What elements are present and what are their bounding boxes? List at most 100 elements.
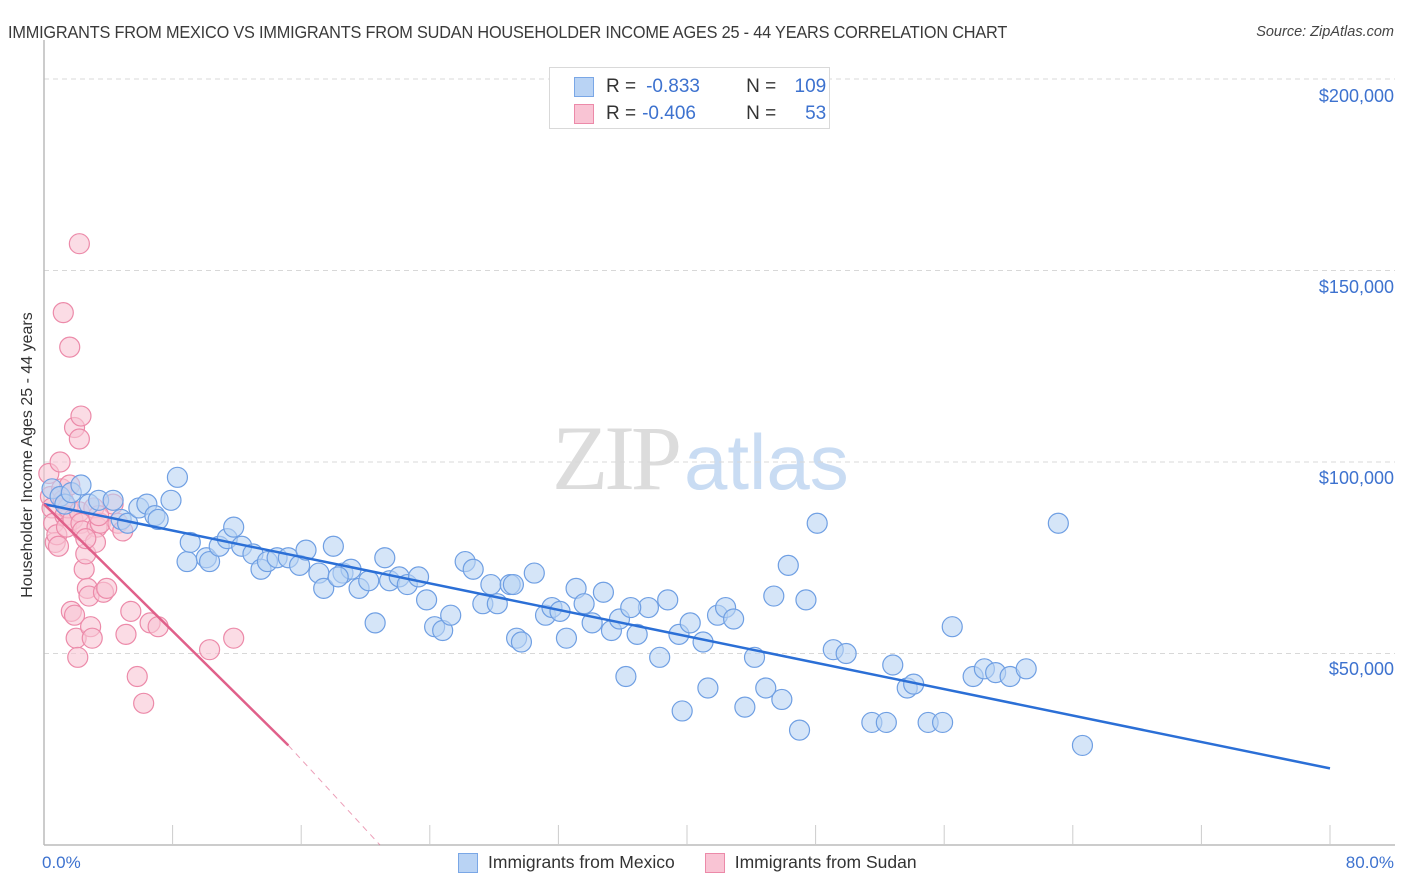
mexico-data-point: [573, 593, 595, 615]
sudan-data-point: [115, 623, 137, 645]
mexico-data-point: [295, 539, 317, 561]
mexico-data-point: [941, 616, 963, 638]
sudan-swatch-icon: [574, 104, 594, 124]
trend-lines: [43, 502, 1331, 846]
y-tick-100000: $100,000: [1318, 468, 1394, 488]
mexico-data-point: [671, 700, 693, 722]
mexico-data-point: [931, 711, 954, 734]
mexico-data-point: [795, 589, 817, 611]
chart-title: IMMIGRANTS FROM MEXICO VS IMMIGRANTS FRO…: [8, 22, 1008, 42]
sudan-data-point: [47, 535, 70, 557]
mexico-data-point: [1015, 658, 1037, 680]
mexico-data-point: [734, 696, 756, 718]
mexico-data-point: [697, 677, 719, 699]
legend-label-sudan: Immigrants from Sudan: [734, 852, 917, 872]
source-credit: Source: ZipAtlas.com: [1256, 24, 1394, 40]
r-label: R =: [606, 103, 637, 124]
gridlines: [44, 78, 1395, 654]
mexico-data-point: [327, 566, 349, 588]
sudan-data-point: [59, 336, 81, 358]
mexico-data-point: [637, 596, 660, 619]
sudan-data-point: [68, 233, 90, 255]
sudan-trend-line: [43, 503, 290, 747]
mexico-data-point: [407, 566, 430, 588]
mexico-data-point: [555, 627, 578, 649]
stats-row-sudan: R = -0.406 N = 53: [574, 103, 826, 125]
mexico-data-point: [1047, 512, 1069, 534]
mexico-legend-swatch-icon: [458, 852, 478, 873]
sudan-data-point: [133, 692, 155, 714]
mexico-data-point: [788, 719, 811, 741]
mexico-data-point: [771, 688, 793, 711]
mexico-data-point: [322, 535, 344, 557]
mexico-data-point: [440, 604, 462, 626]
mexico-data-point: [723, 608, 745, 630]
mexico-data-point: [657, 589, 679, 611]
mexico-data-point: [176, 550, 198, 573]
sudan-data-point: [223, 627, 245, 649]
mexico-data-point: [179, 531, 201, 554]
sudan-legend-swatch-icon: [704, 852, 725, 873]
series-legend: Immigrants from Mexico Immigrants from S…: [458, 852, 947, 873]
n-label: N =: [746, 103, 777, 124]
sudan-data-point: [67, 646, 89, 668]
mexico-swatch-icon: [574, 77, 594, 97]
r-value-mexico: -0.833: [646, 76, 700, 97]
mexico-data-point: [102, 489, 124, 511]
sudan-data-point: [52, 302, 74, 324]
sudan-data-point: [70, 405, 92, 427]
stats-row-mexico: R = -0.833 N = 109: [574, 76, 826, 98]
mexico-data-point: [763, 585, 785, 607]
mexico-data-point: [374, 547, 396, 569]
mexico-trend-line: [43, 502, 1331, 770]
sudan-data-point: [147, 616, 169, 638]
n-label: N =: [746, 76, 777, 97]
mexico-data-point: [364, 612, 386, 634]
mexico-data-point: [620, 596, 642, 619]
mexico-data-point: [147, 508, 169, 531]
y-tick-150000: $150,000: [1318, 277, 1394, 297]
sudan-data-point: [75, 527, 97, 550]
n-value-mexico: 109: [794, 76, 827, 97]
mexico-data-point: [649, 646, 671, 668]
mexico-data-point: [166, 466, 189, 488]
stats-legend: R = -0.833 N = 109 R = -0.406 N = 53: [549, 67, 830, 129]
y-axis-label: Householder Income Ages 25 - 44 years: [19, 312, 36, 598]
mexico-data-point: [592, 581, 615, 603]
legend-item-sudan[interactable]: Immigrants from Sudan: [704, 852, 917, 873]
axes: [43, 40, 1395, 846]
sudan-data-point: [68, 428, 90, 450]
mexico-data-point: [510, 631, 533, 653]
legend-item-mexico[interactable]: Immigrants from Mexico: [458, 852, 675, 873]
mexico-data-point: [835, 642, 857, 665]
sudan-trend-extension: [287, 745, 381, 846]
mexico-data-point: [777, 554, 799, 577]
x-tick-min: 0.0%: [42, 853, 81, 872]
mexico-data-point: [615, 665, 637, 688]
mexico-data-point: [875, 711, 897, 734]
r-value-sudan: -0.406: [642, 103, 696, 124]
mexico-data-point: [415, 589, 438, 611]
mexico-data-point: [198, 550, 221, 573]
mexico-data-point: [882, 654, 904, 676]
sudan-data-point: [81, 627, 103, 649]
n-value-sudan: 53: [805, 103, 827, 124]
y-tick-200000: $200,000: [1318, 86, 1394, 106]
sudan-data-point: [49, 451, 71, 473]
mexico-data-point: [502, 573, 524, 596]
mexico-data-point: [755, 677, 777, 699]
sudan-data-point: [198, 639, 221, 661]
sudan-data-point: [63, 604, 86, 626]
mexico-data-point: [70, 474, 92, 496]
y-tick-50000: $50,000: [1328, 659, 1394, 679]
mexico-data-point: [223, 516, 245, 538]
mexico-data-point: [679, 612, 701, 634]
mexico-data-point: [1071, 734, 1094, 757]
sudan-points: [38, 233, 245, 714]
legend-label-mexico: Immigrants from Mexico: [488, 852, 675, 872]
x-tick-max: 80.0%: [1345, 853, 1394, 872]
mexico-data-point: [523, 562, 545, 584]
r-label: R =: [606, 76, 637, 97]
sudan-data-point: [126, 665, 148, 688]
